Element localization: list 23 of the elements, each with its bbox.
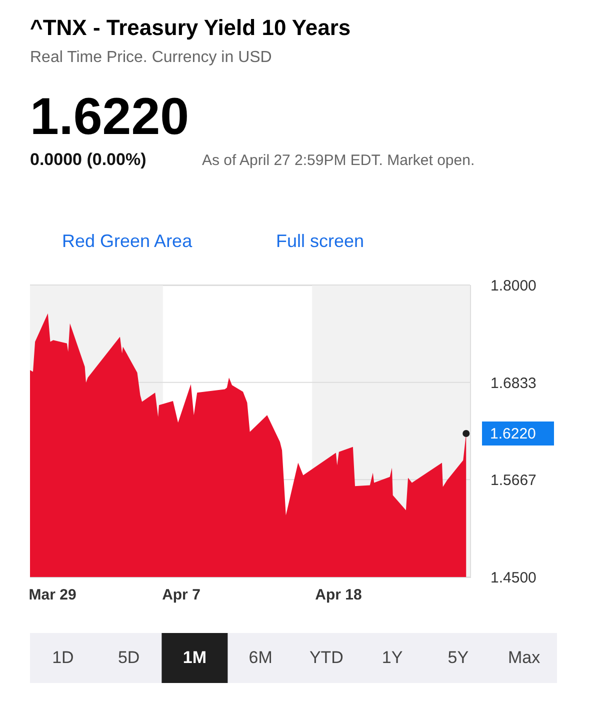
text: Max — [508, 648, 541, 667]
text: 1.6220 — [30, 88, 190, 146]
y-tick-label: 1.8000 — [490, 278, 536, 294]
chart-title: ^TNX - Treasury Yield 10 Years — [30, 15, 351, 40]
y-tick-label: 1.5667 — [490, 472, 536, 490]
annotation: 1.6220 — [490, 426, 536, 443]
x-tick-label: Mar 29 — [28, 586, 76, 604]
text: YTD — [309, 648, 344, 667]
text: As of April 27 2:59PM EDT. Market open. — [202, 152, 475, 169]
y-tick-label: 1.4500 — [490, 570, 536, 586]
chart-subtitle: Real Time Price. Currency in USD — [30, 49, 272, 66]
text: 1Y — [382, 648, 403, 667]
y-tick-label: 1.6833 — [490, 374, 536, 392]
text: Full screen — [276, 231, 364, 251]
text: 6M — [248, 648, 272, 667]
text: 5Y — [448, 648, 469, 667]
text: 0.0000 (0.00%) — [30, 150, 146, 169]
text: 1D — [52, 648, 74, 667]
text: 1M — [182, 648, 206, 667]
text: 5D — [118, 648, 140, 667]
x-tick-label: Apr 18 — [315, 586, 362, 604]
x-tick-label: Apr 7 — [162, 586, 200, 604]
text: Red Green Area — [62, 231, 194, 251]
